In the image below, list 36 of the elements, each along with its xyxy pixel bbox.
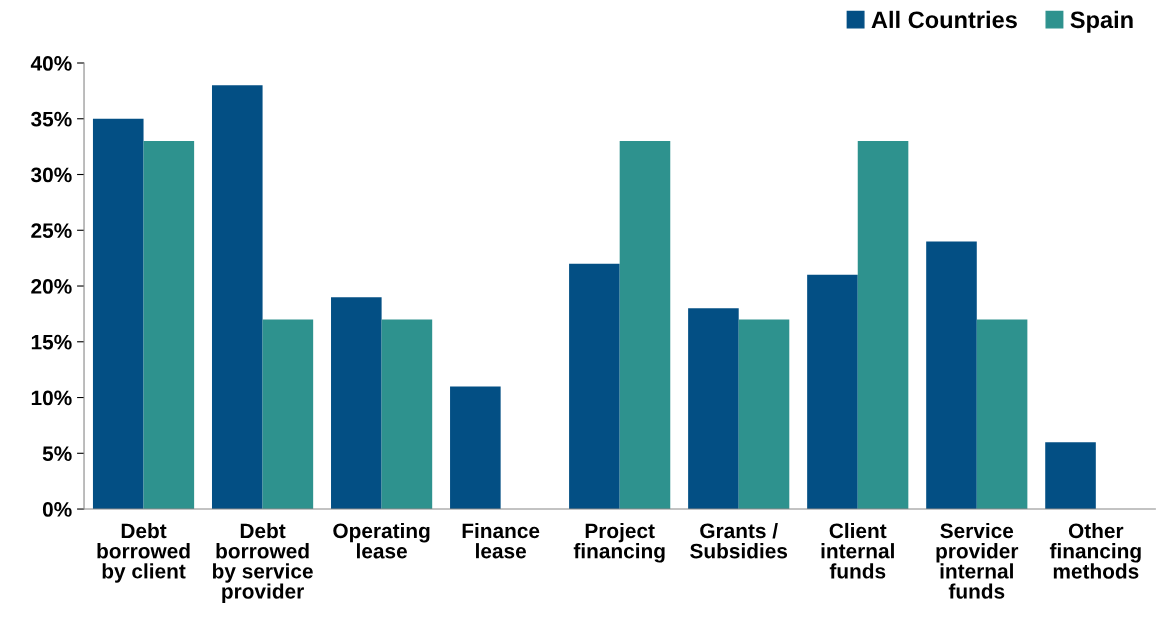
bar	[1045, 442, 1096, 510]
bar	[807, 274, 858, 510]
x-tick-label: Grants / Subsidies	[690, 522, 788, 559]
bar	[688, 308, 739, 510]
bar	[450, 386, 501, 510]
x-tick-label: Finance lease	[462, 522, 540, 559]
x-tick-label: Other financing methods	[1049, 522, 1141, 579]
y-tick-label: 35%	[31, 111, 72, 127]
bar	[857, 141, 909, 510]
bar	[976, 319, 1028, 510]
bar	[569, 263, 620, 510]
y-tick-label: 40%	[30, 56, 72, 71]
y-tick-label: 25%	[31, 223, 72, 239]
bar	[619, 141, 671, 510]
x-tick-label: Debt borrowed by client	[97, 522, 190, 583]
bar	[381, 319, 433, 510]
x-tick-label: Operating lease	[333, 522, 430, 559]
y-tick-label: 20%	[31, 279, 72, 294]
bar	[262, 319, 314, 510]
y-tick-label: 15%	[31, 334, 72, 350]
x-tick-label: Service provider internal funds	[936, 522, 1019, 599]
y-tick-label: 30%	[31, 167, 72, 183]
y-tick-label: 10%	[31, 390, 72, 406]
x-tick-label: Client internal funds	[821, 522, 894, 579]
bar	[331, 297, 382, 510]
bar	[211, 85, 263, 510]
legend-label: All Countries	[871, 10, 1017, 29]
x-tick-label: Project financing	[573, 522, 665, 563]
x-tick-label: Debt borrowed by service provider	[212, 522, 313, 603]
bar	[926, 241, 977, 510]
bar	[92, 118, 144, 510]
bar	[143, 141, 195, 510]
y-tick-label: 5%	[42, 446, 72, 462]
bar	[738, 319, 790, 510]
y-tick-label: 0%	[42, 502, 72, 517]
legend-label: Spain	[1070, 10, 1133, 33]
